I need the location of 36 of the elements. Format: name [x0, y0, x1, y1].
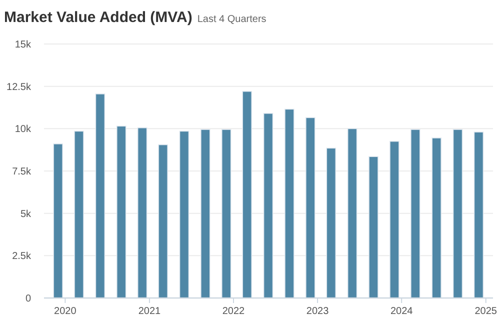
y-tick-label: 5k [20, 208, 32, 220]
y-tick-label: 15k [14, 40, 32, 50]
y-tick-label: 10k [14, 124, 32, 136]
bar [410, 129, 420, 298]
x-tick-label: 2025 [474, 306, 498, 317]
y-tick-label: 0 [25, 294, 32, 304]
bar [474, 132, 484, 298]
bar [200, 129, 210, 298]
bar [95, 94, 106, 298]
bar [284, 108, 294, 298]
bar [53, 144, 63, 298]
y-tick-label: 7.5k [12, 166, 32, 178]
bar [137, 127, 148, 298]
bar [306, 117, 316, 298]
bar [263, 113, 274, 298]
chart-title: Market Value Added (MVA) [4, 9, 192, 26]
bar [179, 130, 190, 298]
y-tick-label: 12.5k [6, 82, 32, 93]
chart-subtitle: Last 4 Quarters [197, 14, 266, 25]
x-tick-label: 2021 [138, 306, 162, 317]
bar [221, 129, 232, 298]
bar [158, 144, 168, 298]
bar [326, 148, 336, 298]
y-tick-label: 2.5k [12, 251, 32, 262]
bar [347, 128, 358, 298]
bar [368, 156, 378, 298]
bar [452, 129, 463, 298]
x-tick-label: 2020 [54, 306, 77, 317]
bar [74, 130, 84, 298]
bar [116, 126, 126, 298]
bar [432, 138, 442, 298]
bar [390, 140, 400, 298]
bar [242, 91, 252, 298]
x-tick-label: 2022 [222, 306, 246, 317]
x-tick-label: 2023 [306, 306, 330, 317]
x-tick-label: 2024 [390, 306, 414, 317]
